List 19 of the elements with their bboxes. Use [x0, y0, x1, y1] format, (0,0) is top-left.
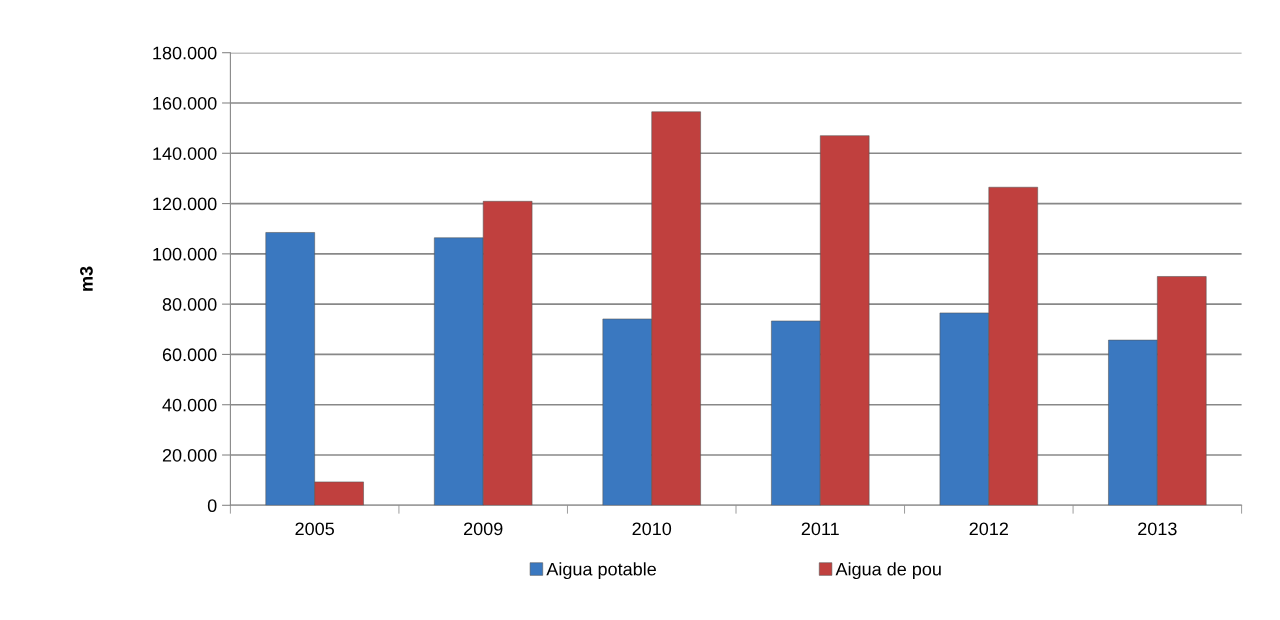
legend-label: Aigua potable [546, 562, 656, 580]
y-tick-label: 0 [207, 499, 217, 513]
x-tick-label: 2010 [632, 522, 672, 536]
y-tick-label: 60.000 [162, 348, 217, 362]
x-tick-label: 2009 [464, 522, 503, 536]
y-axis-title: m3 [80, 266, 93, 291]
y-tick-label: 40.000 [162, 398, 217, 412]
y-tick-label: 80.000 [162, 298, 217, 311]
x-tick-label: 2011 [801, 522, 839, 536]
y-tick-label: 20.000 [162, 448, 217, 462]
y-tick-label: 180.000 [153, 46, 217, 60]
y-tick-label: 160.000 [153, 96, 217, 110]
legend-label: Aigua de pou [835, 562, 941, 580]
y-tick-label: 120.000 [153, 197, 217, 211]
x-tick-label: 2005 [295, 522, 334, 536]
x-tick-label: 2013 [1138, 522, 1177, 536]
x-tick-label: 2012 [969, 522, 1008, 536]
y-tick-label: 140.000 [153, 147, 217, 160]
y-tick-label: 100.000 [153, 247, 217, 261]
